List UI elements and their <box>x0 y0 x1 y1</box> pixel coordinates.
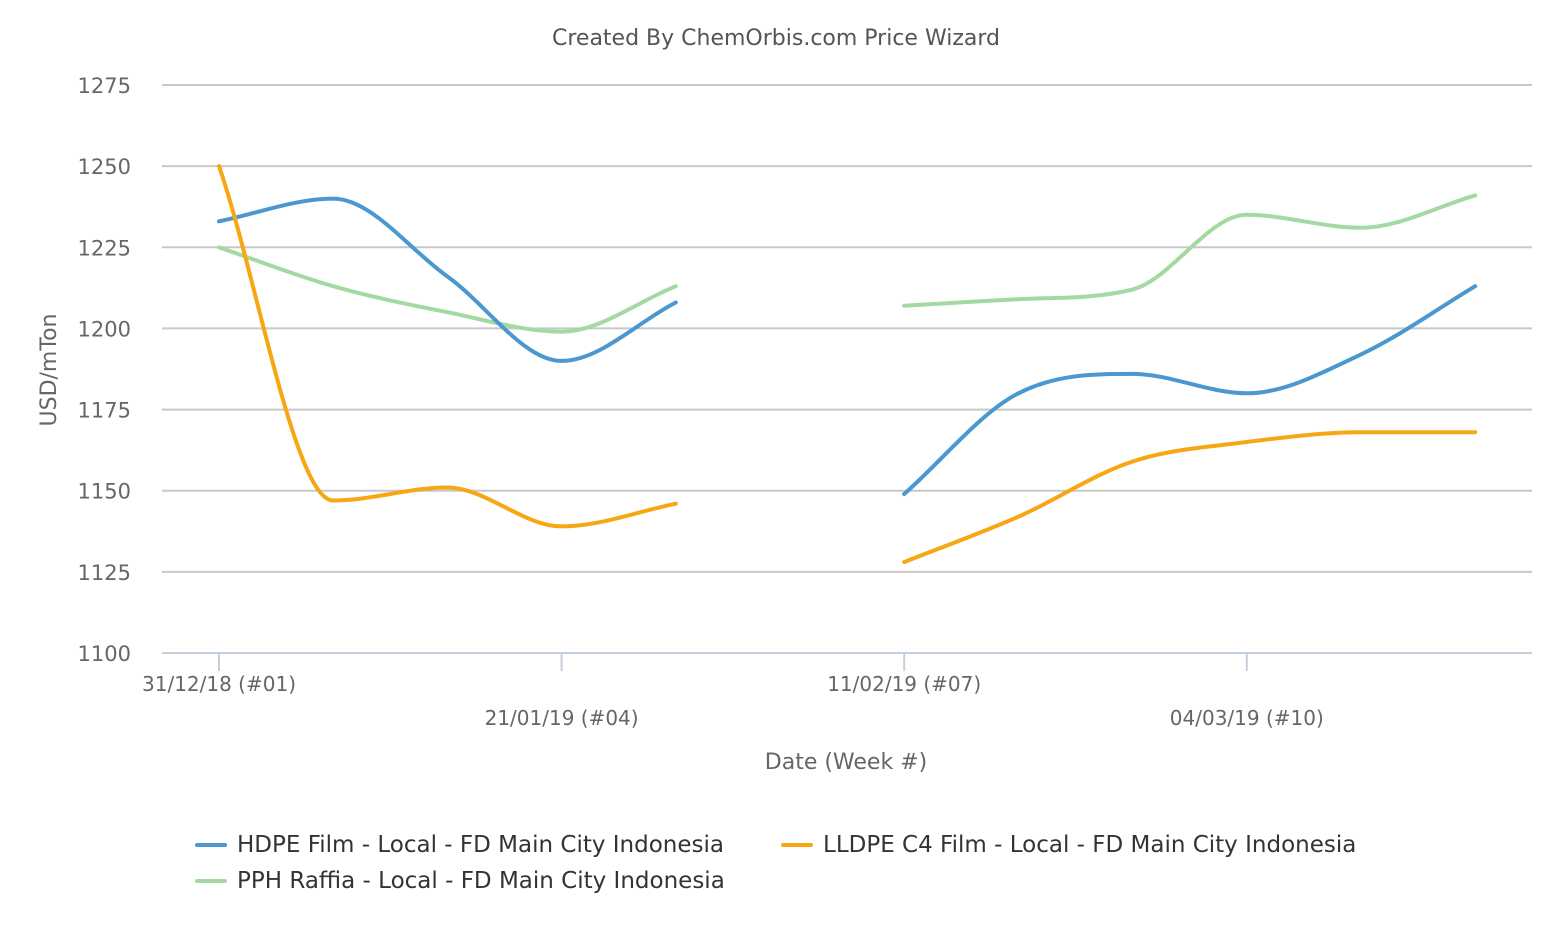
series-line <box>217 196 678 363</box>
x-tick-label: 11/02/19 (#07) <box>827 672 981 696</box>
series-line <box>902 284 1478 496</box>
series-line <box>902 193 1478 308</box>
legend-item[interactable]: PPH Raffia - Local - FD Main City Indone… <box>195 868 725 894</box>
y-tick-label: 1200 <box>78 317 131 341</box>
x-tick-label: 21/01/19 (#04) <box>485 706 639 730</box>
chart-title: Created By ChemOrbis.com Price Wizard <box>551 26 1000 51</box>
legend-swatch <box>195 843 227 847</box>
x-axis-label: Date (Week #) <box>765 750 927 775</box>
y-tick-label: 1275 <box>78 74 131 98</box>
grid-lines <box>162 84 1532 654</box>
x-tick-label: 04/03/19 (#10) <box>1170 706 1324 730</box>
legend-label: LLDPE C4 Film - Local - FD Main City Ind… <box>823 832 1357 858</box>
legend-label: HDPE Film - Local - FD Main City Indones… <box>237 832 724 858</box>
legend-item[interactable]: HDPE Film - Local - FD Main City Indones… <box>195 832 724 858</box>
line-chart: 1100 1125 1150 1175 1200 1225 1250 1275 31/12/1… <box>37 74 1532 775</box>
legend-label: PPH Raffia - Local - FD Main City Indone… <box>237 868 725 894</box>
y-tick-label: 1125 <box>78 561 131 585</box>
y-axis-label: USD/mTon <box>37 314 62 427</box>
series-line <box>217 245 678 334</box>
y-tick-labels: 1100 1125 1150 1175 1200 1225 1250 1275 <box>78 74 131 666</box>
series-line <box>217 164 678 529</box>
legend-swatch <box>195 879 227 883</box>
y-tick-label: 1250 <box>78 155 131 179</box>
legend-swatch <box>781 843 813 847</box>
y-tick-label: 1150 <box>78 480 131 504</box>
series-lines <box>217 164 1478 565</box>
series-line <box>902 430 1478 565</box>
y-tick-label: 1225 <box>78 236 131 260</box>
legend-item[interactable]: LLDPE C4 Film - Local - FD Main City Ind… <box>781 832 1356 858</box>
y-tick-label: 1175 <box>78 399 131 423</box>
y-tick-label: 1100 <box>78 642 131 666</box>
x-axis: 31/12/18 (#01) 21/01/19 (#04) 11/02/19 (#0… <box>142 653 1324 730</box>
x-tick-label: 31/12/18 (#01) <box>142 672 296 696</box>
